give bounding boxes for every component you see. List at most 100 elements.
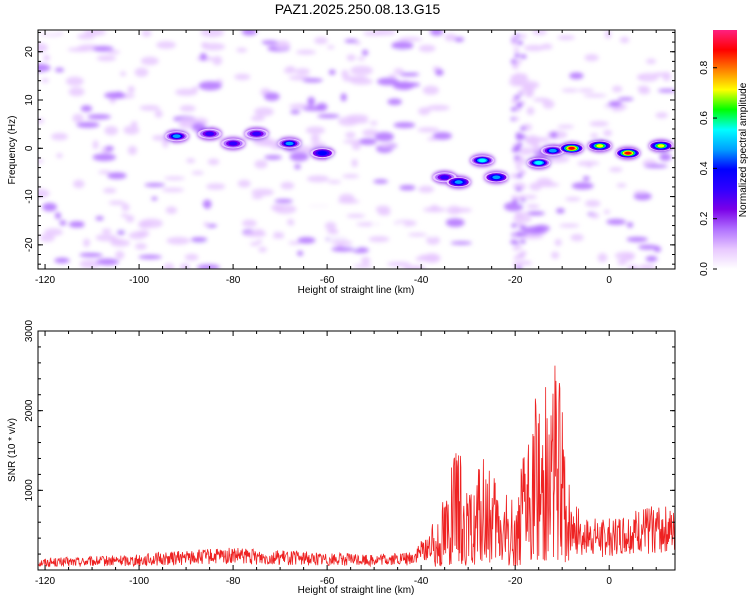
heatmap-cell: [359, 138, 377, 146]
spectrogram-heatmap: [38, 30, 675, 269]
colorbar-tick-label: 0.2: [699, 211, 710, 225]
heatmap-cell: [134, 67, 149, 78]
heatmap-cell: [120, 213, 129, 218]
heatmap-cell: [655, 112, 668, 119]
y-tick-label: 0: [24, 145, 35, 151]
heatmap-cell: [633, 192, 652, 201]
heatmap-cell: [294, 164, 301, 170]
heatmap-cell: [426, 104, 450, 111]
heatmap-cell: [305, 126, 326, 135]
heatmap-cell: [54, 67, 65, 73]
x-tick-label: -40: [414, 576, 429, 587]
heatmap-peak: [568, 146, 575, 150]
heatmap-cell: [346, 213, 366, 218]
heatmap-cell: [316, 102, 328, 112]
heatmap-cell: [510, 173, 517, 179]
heatmap-cell: [179, 263, 190, 269]
heatmap-cell: [526, 106, 535, 116]
heatmap-cell: [354, 41, 361, 45]
heatmap-cell: [175, 88, 198, 96]
chart-title: PAZ1.2025.250.08.13.G15: [274, 1, 441, 17]
heatmap-cell: [289, 152, 309, 162]
heatmap-cell: [523, 44, 545, 52]
heatmap-cell: [317, 114, 340, 119]
heatmap-cell: [511, 195, 518, 200]
heatmap-cell: [297, 250, 304, 256]
heatmap-cell: [520, 54, 527, 59]
heatmap-cell: [206, 183, 226, 190]
heatmap-cell: [234, 73, 251, 81]
heatmap-cell: [517, 252, 524, 258]
heatmap-cell: [435, 69, 444, 76]
heatmap-peak: [228, 141, 238, 146]
colorbar-tick-label: 0.6: [699, 111, 710, 125]
heatmap-cell: [350, 78, 373, 85]
heatmap-cell: [589, 212, 600, 219]
heatmap-cell: [375, 205, 391, 214]
heatmap-cell: [513, 145, 520, 150]
heatmap-cell: [393, 68, 404, 75]
heatmap-cell: [371, 222, 378, 231]
heatmap-cell: [73, 179, 85, 189]
heatmap-cell: [391, 41, 414, 50]
heatmap-cell: [619, 36, 630, 44]
heatmap-cell: [151, 196, 158, 201]
heatmap-cell: [388, 74, 397, 79]
heatmap-cell: [77, 33, 95, 40]
heatmap-cell: [557, 124, 574, 129]
heatmap-cell: [586, 163, 593, 169]
heatmap-cell: [178, 117, 199, 125]
heatmap-cell: [79, 252, 103, 258]
heatmap-cell: [241, 30, 257, 36]
heatmap-cell: [290, 109, 301, 115]
heatmap-cell: [272, 234, 285, 239]
heatmap-cell: [589, 121, 609, 127]
heatmap-cell: [608, 100, 622, 107]
heatmap-cell: [39, 233, 55, 242]
heatmap-cell: [256, 239, 263, 244]
y-tick-label: 3000: [24, 319, 35, 342]
heatmap-cell: [346, 54, 356, 61]
heatmap-cell: [515, 59, 522, 64]
x-tick-label: -120: [35, 275, 55, 286]
heatmap-cell: [519, 239, 526, 244]
heatmap-cell: [393, 81, 414, 90]
heatmap-cell: [338, 116, 359, 127]
heatmap-cell: [645, 255, 658, 262]
heatmap-cell: [254, 107, 274, 117]
heatmap-cell: [105, 145, 114, 152]
heatmap-cell: [519, 194, 526, 200]
heatmap-cell: [638, 244, 658, 250]
heatmap-cell: [56, 153, 63, 159]
heatmap-cell: [264, 92, 280, 101]
heatmap-cell: [638, 87, 651, 95]
x-tick-label: -80: [226, 576, 241, 587]
heatmap-cell: [131, 121, 138, 128]
heatmap-cell: [198, 81, 222, 91]
heatmap-cell: [154, 110, 163, 118]
heatmap-cell: [199, 53, 207, 61]
heatmap-cell: [374, 132, 394, 142]
heatmap-cell: [571, 182, 594, 190]
heatmap-cell: [305, 202, 327, 211]
colorbar-gradient: [713, 30, 737, 269]
heatmap-cell: [503, 202, 524, 212]
heatmap-cell: [314, 37, 328, 45]
heatmap-cell: [261, 40, 279, 45]
heatmap-cell: [327, 180, 342, 184]
heatmap-cell: [532, 142, 541, 153]
heatmap-cell: [309, 211, 320, 220]
heatmap-cell: [38, 159, 44, 164]
heatmap-cell: [517, 40, 524, 45]
heatmap-peak: [317, 151, 327, 156]
heatmap-cell: [144, 183, 166, 187]
heatmap-cell: [212, 55, 223, 66]
heatmap-cell: [616, 183, 627, 188]
heatmap-cell: [141, 30, 152, 37]
heatmap-cell: [123, 125, 140, 135]
heatmap-peak: [492, 175, 501, 180]
heatmap-cell: [250, 115, 265, 122]
heatmap-cell: [510, 74, 517, 80]
heatmap-cell: [65, 76, 84, 86]
